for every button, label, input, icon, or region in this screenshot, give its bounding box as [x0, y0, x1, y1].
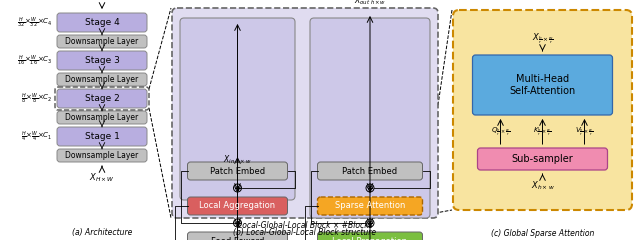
Text: Local-Global-Local Block × #Blocks: Local-Global-Local Block × #Blocks [237, 221, 372, 230]
FancyBboxPatch shape [57, 89, 147, 108]
Text: Patch Embed: Patch Embed [210, 167, 265, 175]
Text: $V_{\frac{h}{r}\times\frac{w}{r}}$: $V_{\frac{h}{r}\times\frac{w}{r}}$ [575, 126, 594, 138]
FancyBboxPatch shape [180, 18, 295, 200]
Text: $K_{\frac{h}{r}\times\frac{w}{r}}$: $K_{\frac{h}{r}\times\frac{w}{r}}$ [533, 126, 552, 138]
FancyBboxPatch shape [317, 197, 422, 215]
Text: $X_{h\times w}$: $X_{h\times w}$ [531, 179, 554, 192]
FancyBboxPatch shape [57, 13, 147, 32]
Text: Stage 1: Stage 1 [84, 132, 120, 141]
FancyBboxPatch shape [57, 51, 147, 70]
FancyBboxPatch shape [188, 162, 287, 180]
FancyBboxPatch shape [57, 149, 147, 162]
Text: Stage 3: Stage 3 [84, 56, 120, 65]
FancyBboxPatch shape [453, 10, 632, 210]
Text: $\frac{H}{8}{\times}\frac{W}{8}{\times}C_2$: $\frac{H}{8}{\times}\frac{W}{8}{\times}C… [22, 91, 53, 106]
Text: Downsample Layer: Downsample Layer [65, 113, 139, 122]
FancyBboxPatch shape [57, 73, 147, 86]
Text: Sub-sampler: Sub-sampler [511, 154, 573, 164]
FancyBboxPatch shape [188, 232, 287, 240]
FancyBboxPatch shape [57, 35, 147, 48]
Text: Patch Embed: Patch Embed [342, 167, 397, 175]
Text: $\frac{H}{4}{\times}\frac{W}{4}{\times}C_1$: $\frac{H}{4}{\times}\frac{W}{4}{\times}C… [22, 129, 53, 144]
FancyBboxPatch shape [188, 197, 287, 215]
Text: Feed Foward: Feed Foward [211, 236, 264, 240]
FancyBboxPatch shape [472, 55, 612, 115]
Text: $X_{\frac{h}{r}\times\frac{w}{r}}$: $X_{\frac{h}{r}\times\frac{w}{r}}$ [531, 31, 554, 46]
Text: Multi-Head
Self-Attention: Multi-Head Self-Attention [509, 74, 575, 96]
Text: $Q_{\frac{h}{r}\times\frac{w}{r}}$: $Q_{\frac{h}{r}\times\frac{w}{r}}$ [491, 126, 510, 138]
Text: (b) Local-Global-Local Block structure: (b) Local-Global-Local Block structure [234, 228, 376, 238]
Text: Local Propagation: Local Propagation [333, 236, 408, 240]
Text: $X_{in\ h\times w}$: $X_{in\ h\times w}$ [223, 153, 252, 166]
FancyBboxPatch shape [317, 162, 422, 180]
Text: $X_{H\times W}$: $X_{H\times W}$ [89, 171, 115, 184]
Text: Downsample Layer: Downsample Layer [65, 37, 139, 46]
Text: Downsample Layer: Downsample Layer [65, 75, 139, 84]
Text: $X_{out\ h\times w}$: $X_{out\ h\times w}$ [354, 0, 386, 7]
Text: (c) Global Sparse Attention: (c) Global Sparse Attention [491, 228, 594, 238]
Text: $\frac{H}{16}{\times}\frac{W}{16}{\times}C_3$: $\frac{H}{16}{\times}\frac{W}{16}{\times… [17, 54, 53, 68]
FancyBboxPatch shape [310, 18, 430, 218]
FancyBboxPatch shape [57, 127, 147, 146]
FancyBboxPatch shape [477, 148, 607, 170]
FancyBboxPatch shape [317, 232, 422, 240]
Text: Local Aggregation: Local Aggregation [200, 202, 276, 210]
Text: Stage 2: Stage 2 [84, 94, 120, 103]
Text: (a) Architecture: (a) Architecture [72, 228, 132, 238]
FancyBboxPatch shape [172, 8, 438, 218]
Text: Stage 4: Stage 4 [84, 18, 120, 27]
Text: Downsample Layer: Downsample Layer [65, 151, 139, 160]
Text: Sparse Attention: Sparse Attention [335, 202, 405, 210]
FancyBboxPatch shape [57, 111, 147, 124]
Text: $\frac{H}{32}{\times}\frac{W}{32}{\times}C_4$: $\frac{H}{32}{\times}\frac{W}{32}{\times… [17, 15, 53, 30]
